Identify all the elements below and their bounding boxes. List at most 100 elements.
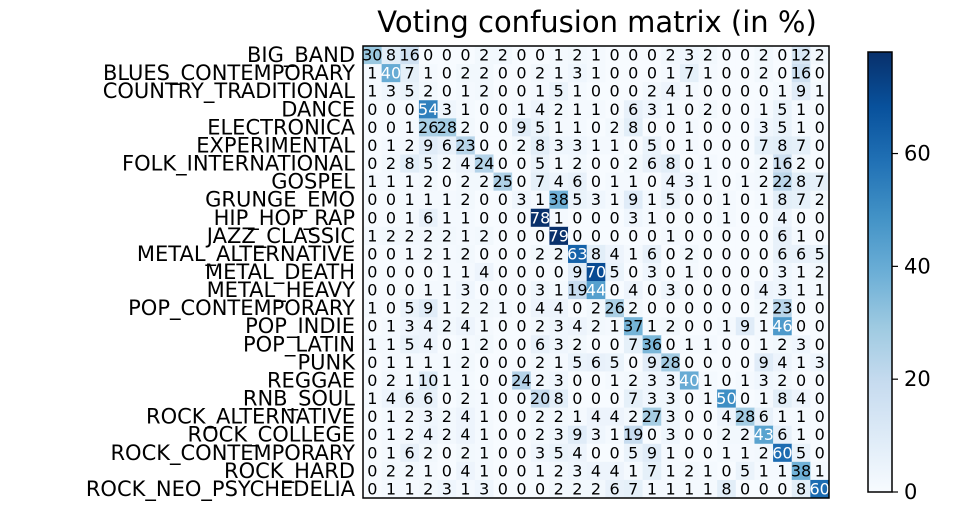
matrix-cell xyxy=(493,190,513,210)
cell-value: 0 xyxy=(665,208,675,227)
matrix-cell xyxy=(363,425,383,445)
matrix-cell xyxy=(381,443,401,463)
matrix-cell xyxy=(456,190,476,210)
matrix-cell xyxy=(586,317,606,336)
cell-value: 0 xyxy=(516,389,526,408)
cell-value: 0 xyxy=(516,244,526,263)
matrix-cell xyxy=(754,407,774,427)
cell-value: 3 xyxy=(535,281,545,300)
matrix-cell xyxy=(381,136,401,155)
matrix-cell xyxy=(512,208,532,228)
cell-value: 0 xyxy=(721,82,731,101)
cell-value: 0 xyxy=(815,335,825,354)
row-label: BLUES_CONTEMPORARY xyxy=(103,61,355,86)
cell-value: 1 xyxy=(815,82,825,101)
matrix-cell xyxy=(605,407,625,427)
cell-value: 0 xyxy=(367,317,377,336)
cell-value: 0 xyxy=(405,100,415,119)
cell-value: 3 xyxy=(684,46,694,65)
matrix-cell xyxy=(568,244,588,264)
matrix-cell xyxy=(754,317,774,336)
cell-value: 2 xyxy=(460,190,470,209)
matrix-cell xyxy=(437,46,457,65)
cell-value: 8 xyxy=(777,136,787,155)
matrix-cell xyxy=(773,190,793,210)
matrix-cell xyxy=(456,371,476,391)
cell-value: 3 xyxy=(442,100,452,119)
matrix-cell xyxy=(679,262,700,282)
cell-value: 4 xyxy=(460,407,470,426)
row-label: ELECTRONICA xyxy=(207,115,355,139)
cell-value: 40 xyxy=(679,371,699,390)
matrix-cell xyxy=(642,317,662,336)
matrix-cell xyxy=(381,154,401,174)
matrix-cell xyxy=(754,190,774,210)
matrix-cell xyxy=(549,82,569,101)
cell-value: 0 xyxy=(777,64,787,83)
cell-value: 0 xyxy=(740,479,750,498)
cell-value: 0 xyxy=(759,82,769,101)
cell-value: 8 xyxy=(777,190,787,209)
cell-value: 1 xyxy=(647,190,657,209)
cell-value: 2 xyxy=(815,190,825,209)
cell-value: 0 xyxy=(479,281,489,300)
matrix-cell xyxy=(698,461,718,481)
cell-value: 1 xyxy=(554,154,564,173)
matrix-cell xyxy=(512,244,532,264)
cell-value: 3 xyxy=(628,208,638,227)
cell-value: 3 xyxy=(647,371,657,390)
cell-value: 2 xyxy=(460,244,470,263)
cell-value: 1 xyxy=(423,281,433,300)
cell-value: 4 xyxy=(479,263,489,282)
cell-value: 0 xyxy=(684,299,694,318)
cell-value: 1 xyxy=(628,461,638,480)
cell-value: 1 xyxy=(386,335,396,354)
cell-value: 0 xyxy=(740,389,750,408)
matrix-cell xyxy=(642,461,662,481)
matrix-cell xyxy=(623,118,644,137)
cell-value: 0 xyxy=(740,353,750,372)
cell-value: 5 xyxy=(554,443,564,462)
matrix-cell xyxy=(791,118,811,137)
cell-value: 0 xyxy=(442,443,452,462)
cell-value: 1 xyxy=(479,461,489,480)
matrix-cell xyxy=(717,479,737,499)
cell-value: 3 xyxy=(554,335,564,354)
cell-value: 6 xyxy=(647,244,657,263)
matrix-cell xyxy=(754,244,774,264)
matrix-cell xyxy=(437,136,457,155)
matrix-cell xyxy=(474,244,494,264)
matrix-cell xyxy=(549,389,569,409)
matrix-cell xyxy=(791,82,811,101)
cell-value: 0 xyxy=(721,172,731,191)
matrix-cell xyxy=(512,425,532,445)
matrix-cell xyxy=(400,82,420,101)
matrix-cell xyxy=(437,172,457,192)
matrix-cell xyxy=(568,136,588,155)
matrix-cell xyxy=(474,136,494,155)
matrix-cell xyxy=(456,353,476,372)
cell-value: 0 xyxy=(665,118,675,137)
cell-value: 0 xyxy=(815,443,825,462)
matrix-cell xyxy=(717,46,737,65)
cell-value: 1 xyxy=(610,317,620,336)
matrix-cell xyxy=(456,244,476,264)
row-label: GRUNGE_EMO xyxy=(205,188,355,213)
cell-value: 3 xyxy=(442,479,452,498)
matrix-cell xyxy=(400,281,420,300)
matrix-cell xyxy=(549,317,569,336)
row-labels: BIG_BANDBLUES_CONTEMPORARYCOUNTRY_TRADIT… xyxy=(86,43,356,502)
matrix-cell xyxy=(474,100,494,119)
matrix-cell xyxy=(698,335,718,354)
cell-value: 16 xyxy=(399,46,419,65)
cell-value: 1 xyxy=(479,389,489,408)
cell-value: 0 xyxy=(498,335,508,354)
matrix-cell xyxy=(754,461,774,481)
matrix-cell xyxy=(400,443,420,463)
cell-value: 0 xyxy=(628,82,638,101)
matrix-cell xyxy=(735,190,755,210)
matrix-cell xyxy=(381,64,401,83)
matrix-cell xyxy=(530,353,550,372)
matrix-cell xyxy=(791,154,811,174)
cell-value: 0 xyxy=(442,335,452,354)
